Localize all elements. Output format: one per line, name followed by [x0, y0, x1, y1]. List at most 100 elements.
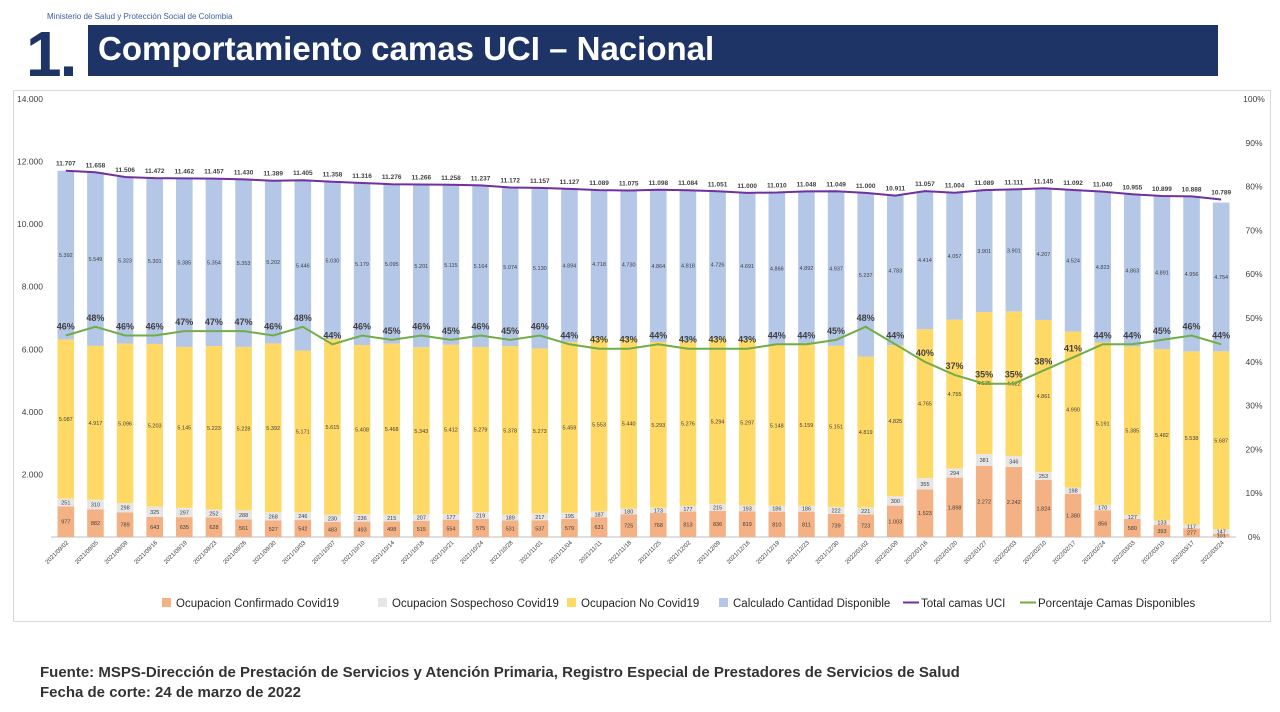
- data-label-disponible: 5.354: [207, 260, 221, 266]
- data-label-confirmado: 554: [446, 526, 455, 532]
- bar-nocovid: [1094, 342, 1111, 505]
- x-tick-label: 2021/09/16: [134, 540, 160, 566]
- bar-sospechoso: [324, 514, 341, 522]
- data-label-sospechoso: 147: [1217, 530, 1226, 536]
- pct-label: 45%: [501, 326, 519, 336]
- pct-label: 44%: [797, 330, 815, 340]
- data-label-nocovid: 5.297: [740, 420, 754, 426]
- bar-disponible: [146, 178, 163, 344]
- bar-confirmado: [827, 513, 845, 537]
- data-label-confirmado: 856: [1098, 522, 1107, 528]
- pct-label: 47%: [205, 317, 223, 327]
- data-label-sospechoso: 180: [624, 510, 633, 516]
- data-label-confirmado: 882: [91, 521, 100, 527]
- x-tick-label: 2022/03/10: [1141, 540, 1167, 566]
- bar-sospechoso: [235, 510, 252, 520]
- bar-nocovid: [353, 344, 371, 515]
- x-tick-label: 2022/01/27: [963, 540, 989, 566]
- bar-nocovid: [768, 344, 786, 506]
- pct-label: 43%: [679, 335, 697, 345]
- pct-label: 43%: [738, 335, 756, 345]
- x-tick-label: 2021/10/24: [459, 540, 485, 566]
- total-label: 10.789: [1211, 189, 1231, 196]
- pct-label: 46%: [353, 322, 371, 332]
- y-left-tick-label: 6.000: [22, 344, 44, 354]
- total-label: 11.658: [86, 162, 106, 169]
- bar-confirmado: [87, 509, 104, 537]
- data-label-sospechoso: 207: [417, 516, 426, 522]
- x-tick-label: 2022/01/20: [933, 540, 959, 566]
- bar-nocovid: [887, 345, 904, 497]
- y-right-tick-label: 50%: [1245, 313, 1262, 323]
- data-label-nocovid: 5.276: [681, 421, 695, 427]
- bar-disponible: [324, 181, 341, 340]
- bar-disponible: [1035, 188, 1052, 320]
- total-label: 11.127: [560, 179, 580, 186]
- total-label: 11.462: [175, 168, 195, 175]
- x-tick-label: 2021/12/23: [785, 540, 811, 566]
- data-label-nocovid: 5.151: [829, 424, 843, 430]
- x-tick-label: 2021/11/18: [608, 540, 634, 566]
- bar-nocovid: [383, 343, 400, 515]
- total-label: 10.955: [1122, 184, 1142, 191]
- data-label-disponible: 4.823: [1096, 265, 1110, 271]
- data-label-confirmado: 580: [1128, 526, 1137, 532]
- pct-label: 41%: [1064, 343, 1082, 353]
- total-label: 11.051: [708, 181, 728, 188]
- total-label: 11.049: [826, 181, 846, 188]
- data-label-confirmado: 483: [328, 527, 337, 533]
- x-tick-label: 2021/10/03: [282, 540, 308, 566]
- data-label-confirmado: 811: [802, 522, 811, 528]
- bar-nocovid: [857, 356, 874, 508]
- data-label-confirmado: 1.380: [1066, 513, 1080, 519]
- bar-disponible: [531, 187, 549, 349]
- bar-disponible: [501, 187, 519, 347]
- data-label-nocovid: 5.482: [1155, 433, 1169, 439]
- bar-nocovid: [1064, 331, 1082, 488]
- bar-confirmado: [1212, 533, 1230, 537]
- y-right-tick-label: 40%: [1245, 357, 1262, 367]
- bar-confirmado: [798, 511, 815, 537]
- bar-nocovid: [679, 340, 697, 507]
- data-label-confirmado: 768: [654, 523, 663, 529]
- data-label-disponible: 4.207: [1037, 252, 1051, 258]
- bar-sospechoso: [501, 514, 519, 521]
- data-label-sospechoso: 381: [980, 458, 989, 464]
- bar-confirmado: [709, 510, 726, 537]
- data-label-sospechoso: 288: [239, 513, 248, 519]
- data-label-disponible: 4.691: [740, 264, 754, 270]
- bar-confirmado: [383, 521, 400, 537]
- bar-disponible: [857, 192, 874, 357]
- data-label-confirmado: 527: [269, 527, 278, 533]
- bar-sospechoso: [205, 509, 223, 518]
- bar-disponible: [1153, 196, 1171, 350]
- bar-sospechoso: [620, 508, 637, 515]
- x-tick-label: 2021/09/26: [222, 540, 248, 566]
- x-tick-label: 2022/03/17: [1170, 540, 1196, 566]
- y-right-tick-label: 60%: [1245, 269, 1262, 279]
- data-label-disponible: 5.074: [503, 265, 517, 271]
- x-tick-label: 2021/10/18: [400, 540, 426, 566]
- x-tick-label: 2022/03/24: [1200, 540, 1226, 566]
- data-label-nocovid: 5.440: [622, 422, 636, 428]
- bar-sospechoso: [768, 505, 786, 512]
- data-label-sospechoso: 325: [150, 510, 159, 516]
- pct-label: 45%: [827, 326, 845, 336]
- bar-nocovid: [176, 346, 193, 508]
- data-label-nocovid: 4.990: [1066, 408, 1080, 414]
- pct-label: 35%: [975, 370, 993, 380]
- x-tick-label: 2021/12/02: [667, 540, 693, 566]
- data-label-confirmado: 1.003: [888, 519, 902, 525]
- data-label-nocovid: 5.223: [207, 426, 221, 432]
- x-tick-label: 2021/11/04: [549, 540, 575, 566]
- x-tick-label: 2021/12/09: [696, 540, 722, 566]
- bar-nocovid: [87, 345, 104, 500]
- data-label-nocovid: 5.687: [1214, 438, 1228, 444]
- bar-sospechoso: [353, 514, 371, 522]
- data-label-disponible: 5.202: [266, 260, 280, 266]
- y-right-tick-label: 70%: [1245, 225, 1262, 235]
- bar-nocovid: [1183, 351, 1200, 525]
- bar-disponible: [383, 184, 400, 344]
- bar-sospechoso: [1212, 529, 1230, 534]
- bar-sospechoso: [472, 512, 489, 520]
